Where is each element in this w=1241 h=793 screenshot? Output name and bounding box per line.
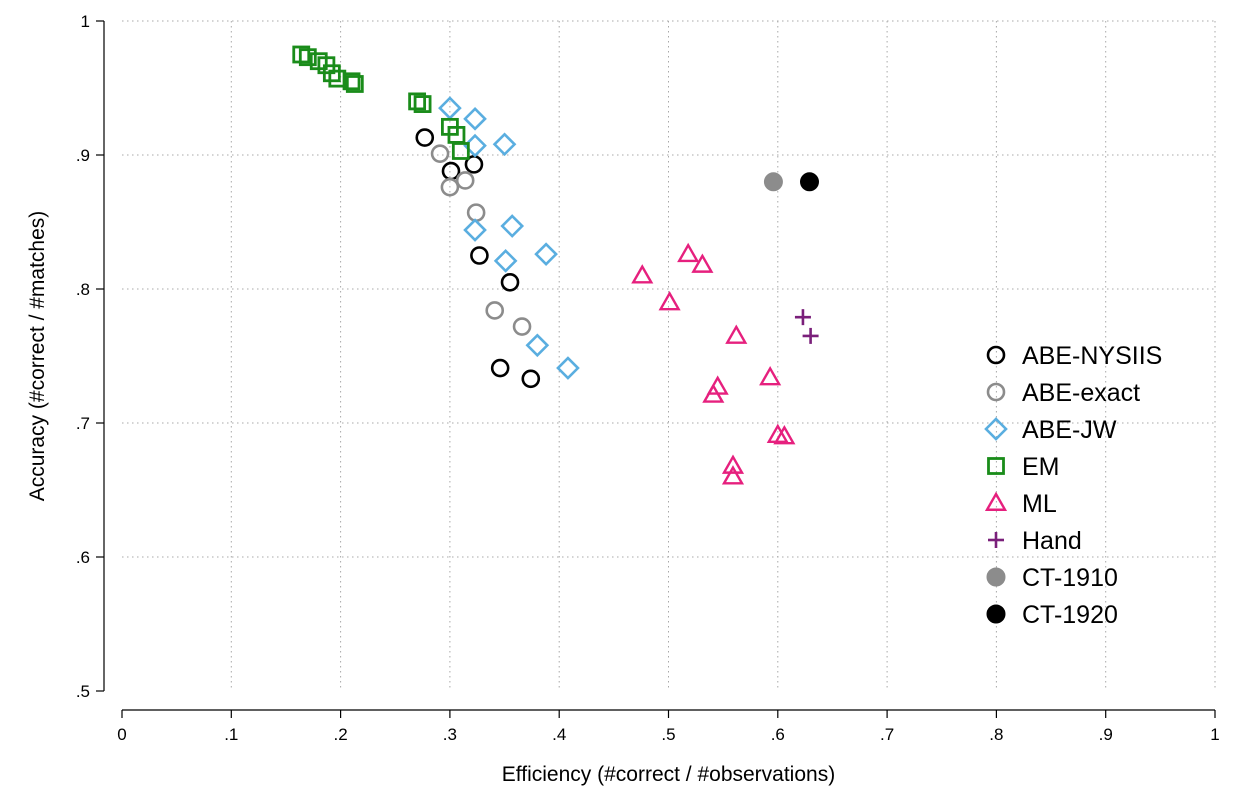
series-ct-1920 <box>799 172 819 192</box>
data-point <box>490 358 510 378</box>
data-point <box>677 242 700 263</box>
data-point <box>463 218 487 242</box>
legend-symbol <box>988 532 1004 548</box>
legend-label: ML <box>1022 490 1057 518</box>
data-point <box>721 465 745 485</box>
data-point <box>512 317 532 336</box>
data-points <box>292 45 819 485</box>
x-tick-label: .9 <box>1099 725 1113 744</box>
series-ml <box>631 242 796 485</box>
y-tick-label: .5 <box>76 682 90 701</box>
legend-label: CT-1910 <box>1022 564 1118 592</box>
data-point <box>493 249 518 273</box>
data-point <box>691 253 714 273</box>
data-point <box>799 172 819 192</box>
legend-symbol <box>986 345 1006 365</box>
legend-symbol <box>984 417 1008 441</box>
data-point <box>451 142 470 160</box>
data-point <box>725 324 748 344</box>
data-point <box>470 246 489 265</box>
axes: 0 .1 .2 .3 .4 .5 .6 .7 .8 .9 1 .5 .6 .7 .8 .9 1 <box>76 12 1220 744</box>
legend-label: ABE-exact <box>1022 379 1140 407</box>
y-tick-label: .7 <box>76 414 90 433</box>
data-point <box>759 366 782 386</box>
x-tick-label: .8 <box>989 725 1003 744</box>
series-hand <box>794 309 819 344</box>
data-point <box>298 48 317 67</box>
data-point <box>441 161 461 181</box>
data-point <box>766 423 789 444</box>
data-point <box>413 95 432 113</box>
legend-item: ABE-JW <box>984 416 1117 444</box>
data-point <box>773 424 796 445</box>
legend-symbol <box>986 382 1006 402</box>
x-axis-label: Efficiency (#correct / #observations) <box>502 763 835 786</box>
x-tick-label: .7 <box>880 725 894 744</box>
series-abe-nysiis <box>415 128 541 389</box>
data-point <box>556 356 580 380</box>
data-point <box>500 272 520 292</box>
data-point <box>721 454 745 474</box>
data-point <box>658 290 681 311</box>
legend-item: ABE-exact <box>986 379 1140 407</box>
data-point <box>455 171 475 190</box>
legend-item: Hand <box>988 527 1082 555</box>
data-point <box>500 214 525 238</box>
legend-symbol <box>986 567 1006 587</box>
data-point <box>492 132 517 157</box>
data-point <box>794 309 811 326</box>
y-tick-label: 1 <box>81 12 90 31</box>
data-point <box>408 92 427 111</box>
grid-lines <box>122 20 1216 691</box>
legend-item: ML <box>984 490 1057 518</box>
y-tick-label: .8 <box>76 280 90 299</box>
series-abe-jw <box>438 96 580 380</box>
x-tick-label: .4 <box>552 725 566 744</box>
legend-item: CT-1920 <box>986 601 1118 629</box>
legend-symbol <box>984 491 1008 511</box>
legend-item: EM <box>987 453 1060 481</box>
data-point <box>322 64 341 83</box>
data-point <box>802 327 819 344</box>
legend-symbol <box>987 457 1005 475</box>
data-point <box>415 128 435 147</box>
x-tick-label: .2 <box>334 725 348 744</box>
data-point <box>464 155 484 174</box>
x-tick-label: .6 <box>771 725 785 744</box>
x-tick-label: .3 <box>443 725 457 744</box>
legend: ABE-NYSIIS ABE-exact ABE-JW EM ML Hand CT-1910… <box>984 342 1162 629</box>
y-tick-label: .9 <box>76 146 90 165</box>
legend-item: ABE-NYSIIS <box>986 342 1162 370</box>
data-point <box>521 369 541 389</box>
x-tick-label: .1 <box>224 725 238 744</box>
data-point <box>463 106 487 131</box>
y-tick-label: .6 <box>76 548 90 567</box>
legend-label: Hand <box>1022 527 1082 555</box>
data-point <box>631 264 654 284</box>
data-point <box>525 333 550 358</box>
data-point <box>485 301 505 320</box>
data-point <box>342 72 361 91</box>
data-point <box>702 383 725 403</box>
x-tick-label: 1 <box>1210 725 1219 744</box>
y-axis-label: Accuracy (#correct / #matches) <box>26 211 49 502</box>
data-point <box>534 242 558 266</box>
data-point <box>430 144 450 163</box>
series-abe-exact <box>430 144 532 336</box>
legend-symbol <box>986 604 1006 624</box>
legend-item: CT-1910 <box>986 564 1118 592</box>
data-point <box>763 172 783 192</box>
legend-label: EM <box>1022 453 1060 481</box>
data-point <box>440 177 460 197</box>
legend-label: ABE-NYSIIS <box>1022 342 1162 370</box>
series-ct-1910 <box>763 172 783 192</box>
legend-label: ABE-JW <box>1022 416 1117 444</box>
data-point <box>345 75 364 93</box>
series-em <box>292 45 470 160</box>
data-point <box>466 203 486 222</box>
x-tick-label: .5 <box>661 725 675 744</box>
x-tick-label: 0 <box>117 725 126 744</box>
legend-label: CT-1920 <box>1022 601 1118 629</box>
